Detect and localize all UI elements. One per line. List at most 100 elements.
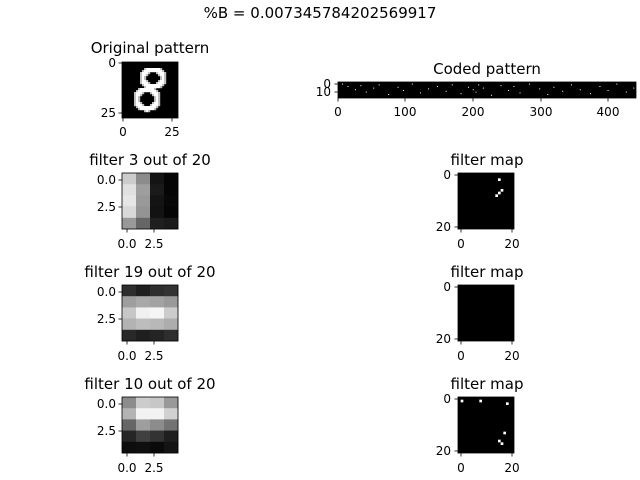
digit-pixel [140,82,143,85]
digit-pixel [160,70,163,73]
digit-pixel [144,110,147,113]
digit-pixel [150,70,153,73]
digit-pixel [134,102,137,105]
digit-pixel [160,74,163,77]
heatmap-cell [164,307,179,319]
map-point [503,431,506,435]
x-tick-label: 2.5 [144,349,163,363]
heatmap-cell [164,430,179,443]
heatmap-cell [136,217,151,230]
digit-pixel [142,70,145,73]
digit-pixel [148,108,151,111]
heatmap-cell [136,419,151,431]
panel-axes [458,173,514,229]
digit-pixel [154,70,157,73]
digit-pixel [134,98,137,101]
heatmap-cell [136,173,151,185]
digit-pixel [148,72,151,75]
heatmap-cell [122,430,137,443]
digit-pixel [154,98,157,101]
digit-pixel [142,80,145,83]
digit-pixel [144,88,147,91]
digit-pixel [156,106,159,109]
coded-point [562,90,564,92]
digit-pixel [142,104,145,107]
heatmap-cell [164,408,179,420]
coded-point [539,88,541,90]
coded-point [460,93,462,95]
y-tick-label: 0 [443,280,451,294]
digit-pixel [154,88,157,91]
heatmap-cell [164,318,179,331]
digit-pixel [156,86,159,89]
digit-pixel [140,94,143,97]
heatmap-cell [136,195,151,207]
x-tick-label: 20 [504,461,519,475]
panel-title: Original pattern [91,39,210,57]
digit-pixel [150,92,153,95]
y-tick-label: 20 [436,220,451,234]
digit-pixel [144,70,147,73]
y-tick-label: 10 [316,85,331,99]
digit-pixel [160,68,163,71]
digit-pixel [152,70,155,73]
coded-point [388,94,390,95]
panel-frame [121,172,179,230]
coded-point [419,92,421,94]
coded-point [500,85,502,87]
digit-pixel [162,72,165,75]
digit-pixel [140,74,143,77]
digit-pixel [140,90,143,93]
heatmap-cell [164,217,179,230]
x-tick-label: 300 [530,105,553,119]
y-tick-label: 20 [436,332,451,346]
digit-pixel [146,88,149,91]
heatmap-cell [136,307,151,319]
heatmap-cell [122,329,137,342]
coded-point [373,87,375,89]
digit-pixel [156,102,159,105]
digit-pixel [152,88,155,91]
heatmap-cell [150,296,165,308]
digit-pixel [142,76,145,79]
heatmap-cell [122,217,137,230]
panel-title: filter map [451,375,524,393]
digit-pixel [154,100,157,103]
digit-pixel [142,82,145,85]
y-tick-label: 25 [101,106,116,120]
digit-pixel [144,82,147,85]
digit-pixel [150,84,153,87]
digit-pixel [164,74,167,77]
digit-pixel [164,76,167,79]
x-tick-label: 200 [462,105,485,119]
digit-pixel [144,72,147,75]
digit-pixel [154,104,157,107]
map-point [506,402,509,405]
heatmap-cell [136,296,151,308]
coded-point [491,94,493,96]
digit-pixel [138,104,141,107]
map-point [498,439,501,443]
panel-3 [454,172,515,233]
heatmap-cell [122,318,137,331]
digit-pixel [148,90,151,93]
heatmap-cell [150,184,165,196]
panel-frame [121,396,179,454]
heatmap-cell [136,318,151,331]
digit-pixel [146,106,149,109]
x-tick-label: 0.0 [117,461,136,475]
heatmap-cell [150,173,165,185]
y-tick-label: 2.5 [97,312,116,326]
y-tick-label: 0 [443,168,451,182]
coded-point [360,85,362,87]
coded-point [411,83,413,85]
digit-pixel [146,110,149,113]
heatmap-cell [136,441,151,454]
panel-axes [458,397,514,453]
digit-pixel [144,86,147,89]
heatmap-cell [150,195,165,207]
coded-point [579,89,581,91]
x-tick-label: 25 [164,125,179,139]
heatmap-cell [164,173,179,185]
digit-pixel [156,94,159,97]
